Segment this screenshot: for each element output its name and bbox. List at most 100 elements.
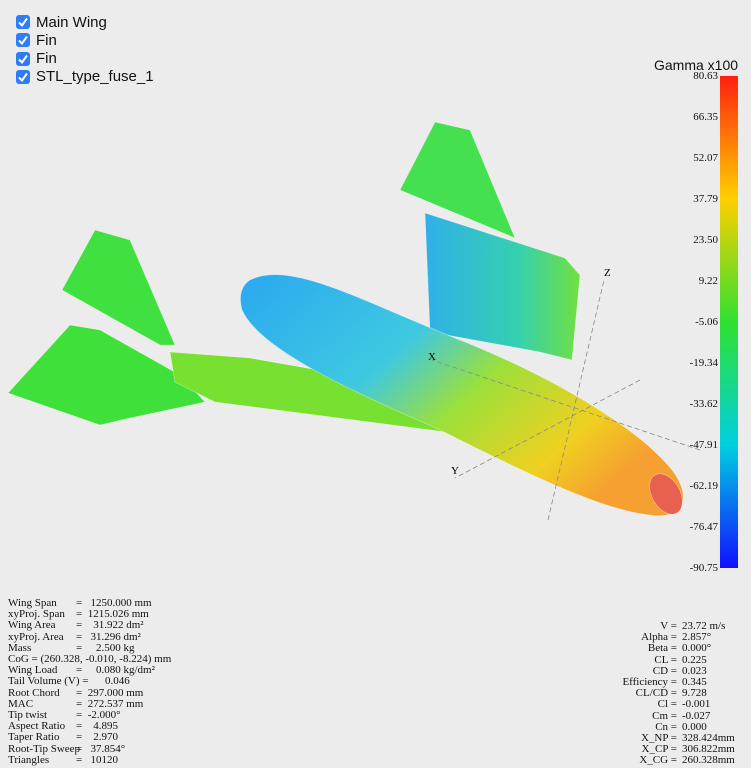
colorbar-tick: -90.75 [689,562,718,574]
check-mark [18,17,28,28]
object-label: STL_type_fuse_1 [36,68,154,86]
colorbar-tick: -47.91 [689,439,718,451]
info-value: 306.822mm [682,743,735,756]
info-label: Triangles [8,753,50,766]
object-label: Main Wing [36,13,107,31]
fin-left [61,229,176,346]
info-value: = -2.000° [76,709,121,721]
color-scale [720,76,738,568]
info-label: Tail Volume (V) = [8,675,89,688]
checkbox[interactable] [16,33,30,48]
info-label: Efficiency = [622,676,677,688]
info-label: Wing Span [8,597,57,609]
info-label: Taper Ratio [8,731,60,744]
info-label: xyProj. Area [8,630,64,643]
info-label: CL = [654,653,677,666]
info-value: = 37.854° [76,742,126,755]
colorbar-tick: -76.47 [689,521,718,533]
info-label: CoG = (260.328, -0.010, -8.224) mm [8,653,172,665]
check-mark [18,54,28,64]
info-value: = 1250.000 mm [76,597,152,609]
axis-x [431,359,701,451]
info-value: 328.424mm [682,732,735,744]
colorbar-tick: -5.06 [695,316,718,328]
info-value: 260.328mm [682,754,735,767]
fuselage [240,274,684,517]
nose [649,473,683,515]
axis-label: Z [604,267,611,279]
info-value: 0.023 [682,664,707,677]
info-label: Mass [8,641,32,654]
info-label: Alpha = [641,631,677,644]
info-value: -0.027 [682,709,711,722]
colorbar-tick: 23.50 [693,234,718,246]
info-value: 0.000° [682,642,712,655]
object-checkbox[interactable]: Fin [16,31,57,49]
info-value: = 31.922 dm² [76,619,144,632]
colorbar-tick: -33.62 [689,398,718,410]
info-value: = 0.080 kg/dm² [76,664,155,677]
colorbar-tick: -62.19 [689,480,718,492]
info-label: Cl = [657,698,677,711]
info-label: xyProj. Span [8,608,65,621]
axis-y [454,379,641,479]
object-label: Fin [36,50,57,68]
info-label: Tip twist [8,709,48,721]
info-value: = 1215.026 mm [76,608,149,621]
info-label: X_CG = [639,754,677,767]
colorbar-tick: -19.34 [689,357,718,369]
info-value: = 2.500 kg [76,641,135,654]
info-label: Cm = [652,709,677,722]
object-checkbox[interactable]: STL_type_fuse_1 [16,68,154,86]
info-value: = 272.537 mm [76,697,144,710]
axis-label: Y [451,465,459,477]
info-label: V = [660,620,677,632]
checkbox[interactable] [16,15,30,29]
info-label: X_NP = [640,732,677,744]
model [7,121,684,517]
checkbox[interactable] [16,51,30,66]
info-value: = 10120 [76,753,118,766]
info-label: Root Chord [8,686,60,699]
info-label: Wing Load [8,664,58,677]
info-value: = 4.895 [76,720,118,733]
colorbar-tick: 52.07 [693,152,718,164]
info-value: = 2.970 [76,731,118,744]
info-value: 0.225 [682,653,707,666]
info-label: MAC [8,697,34,710]
check-mark [18,72,28,82]
info-label: Cn = [655,720,677,733]
colorbar-tick: 37.79 [693,193,718,205]
axis-label: X [428,351,436,363]
info-label: X_CP = [641,743,677,756]
info-value: 0.345 [682,676,707,688]
info-value: 2.857° [682,631,712,644]
info-value: 0.046 [105,675,130,688]
info-label: CL/CD = [635,687,677,700]
colorbar-title: Gamma x100 [654,57,738,73]
info-label: Wing Area [8,619,56,632]
info-value: 23.72 m/s [682,620,726,632]
info-label: Root-Tip Sweep [8,742,81,755]
colorbar-tick: 80.63 [693,70,718,82]
object-label: Fin [36,31,57,49]
info-value: 0.000 [682,720,707,733]
info-label: Aspect Ratio [8,720,66,733]
check-mark [18,36,28,46]
object-checkbox[interactable]: Main Wing [16,13,107,31]
info-value: = 297.000 mm [76,686,144,699]
info-value: -0.001 [682,698,711,711]
colorbar-tick: 9.22 [698,275,718,287]
axes [431,279,701,521]
checkbox[interactable] [16,69,30,84]
info-label: CD = [652,664,677,677]
info-label: Beta = [647,642,677,655]
colorbar-tick: 66.35 [693,111,718,123]
axis-z [547,279,605,521]
info-value: 9.728 [682,687,707,700]
object-checkbox[interactable]: Fin [16,50,57,68]
fin-top [399,121,516,239]
info-value: = 31.296 dm² [76,630,141,643]
